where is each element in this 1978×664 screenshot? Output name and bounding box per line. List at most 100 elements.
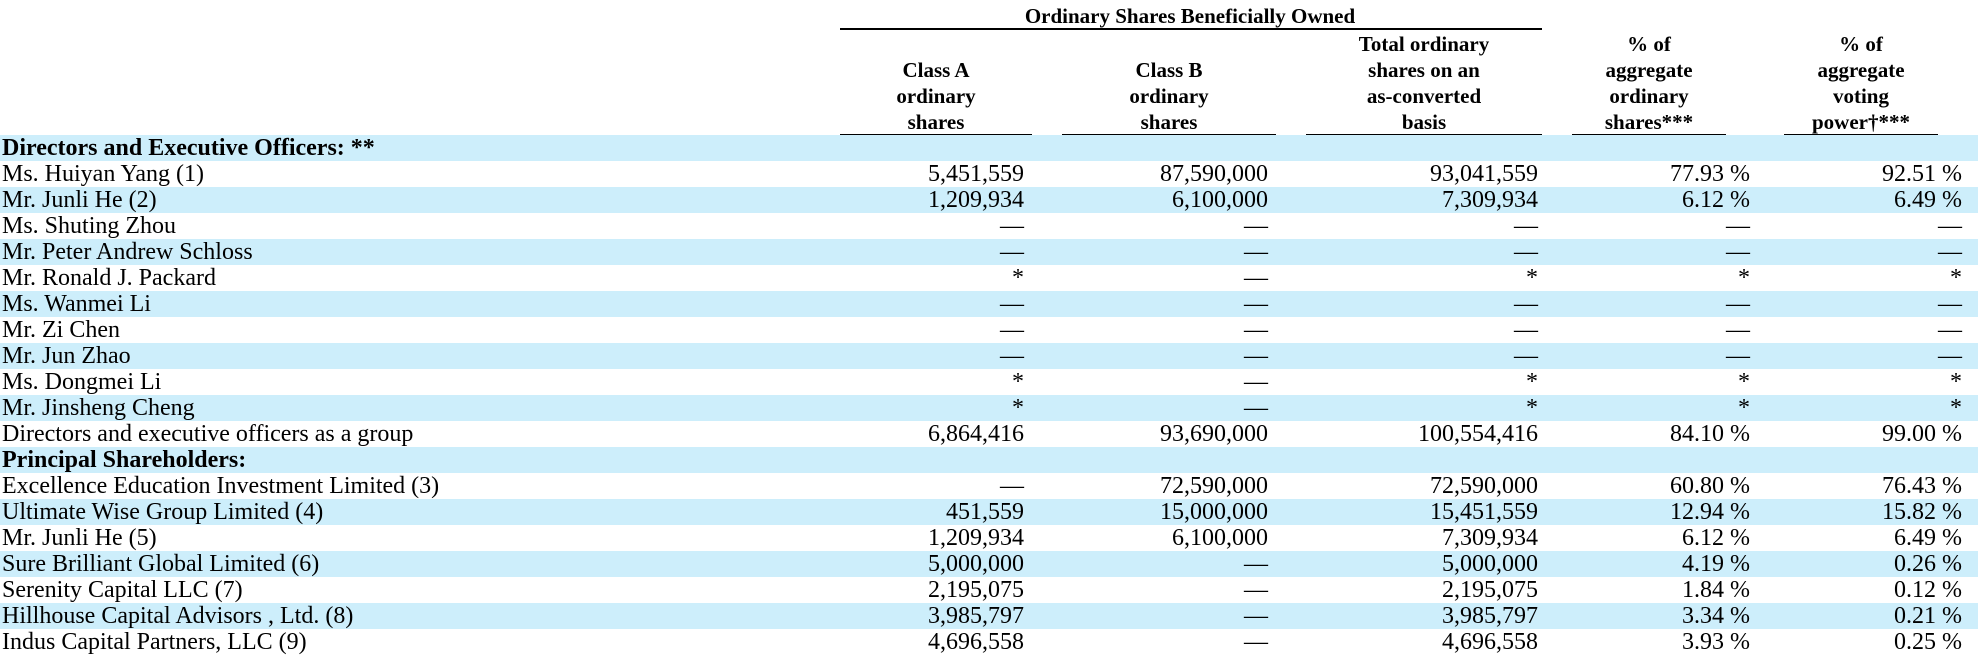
holder-name: Mr. Jinsheng Cheng (2, 395, 195, 421)
table-row: Mr. Junli He (2) 1,209,934 6,100,000 7,309,… (0, 187, 1978, 213)
class-b-cell: — (1244, 317, 1268, 343)
holder-name: Ms. Shuting Zhou (2, 213, 177, 239)
holder-name: Hillhouse Capital Advisors , Ltd. (8) (2, 603, 354, 629)
column-header-pct-ordinary: % of aggregate ordinary shares*** (1572, 28, 1726, 135)
section-title: Directors and Executive Officers: ** (2, 135, 375, 161)
class-a-cell: 451,559 (946, 499, 1024, 525)
pct-ordinary-cell: — (1726, 213, 1750, 239)
class-a-cell: 6,864,416 (928, 421, 1024, 447)
table-row: Mr. Ronald J. Packard * — * * * (0, 265, 1978, 291)
pct-ordinary-cell: — (1726, 317, 1750, 343)
total-shares-cell: 100,554,416 (1418, 421, 1538, 447)
pct-ordinary-cell: 1.84 % (1682, 577, 1750, 603)
total-shares-cell: 93,041,559 (1430, 161, 1538, 187)
table-row: Ms. Huiyan Yang (1) 5,451,559 87,590,000 93… (0, 161, 1978, 187)
class-a-cell: * (1012, 395, 1024, 421)
total-shares-cell: 2,195,075 (1442, 577, 1538, 603)
pct-ordinary-cell: — (1726, 239, 1750, 265)
pct-voting-cell: — (1938, 239, 1962, 265)
pct-ordinary-cell: 4.19 % (1682, 551, 1750, 577)
class-b-cell: — (1244, 369, 1268, 395)
table-row: Ms. Dongmei Li * — * * * (0, 369, 1978, 395)
column-header-label: Class A ordinary shares (896, 58, 976, 134)
class-b-cell: — (1244, 603, 1268, 629)
class-a-cell: — (1000, 239, 1024, 265)
pct-ordinary-cell: 77.93 % (1670, 161, 1750, 187)
table-row: Hillhouse Capital Advisors , Ltd. (8) 3,9… (0, 603, 1978, 629)
total-shares-cell: — (1514, 213, 1538, 239)
holder-name: Mr. Jun Zhao (2, 343, 131, 369)
total-shares-cell: 5,000,000 (1442, 551, 1538, 577)
pct-ordinary-cell: 12.94 % (1670, 499, 1750, 525)
class-b-cell: 72,590,000 (1160, 473, 1268, 499)
class-b-cell: 93,690,000 (1160, 421, 1268, 447)
group-header-rule (840, 28, 1542, 30)
class-a-cell: 1,209,934 (928, 525, 1024, 551)
holder-name: Ms. Huiyan Yang (1) (2, 161, 205, 187)
total-shares-cell: * (1526, 395, 1538, 421)
column-header-class-b: Class B ordinary shares (1062, 28, 1276, 135)
class-a-cell: — (1000, 317, 1024, 343)
pct-voting-cell: — (1938, 343, 1962, 369)
column-header-label: Total ordinary shares on an as-converted… (1358, 32, 1490, 134)
pct-voting-cell: 92.51 % (1882, 161, 1962, 187)
table-row: Mr. Peter Andrew Schloss — — — — — (0, 239, 1978, 265)
total-shares-cell: — (1514, 239, 1538, 265)
pct-ordinary-cell: 60.80 % (1670, 473, 1750, 499)
class-a-cell: — (1000, 291, 1024, 317)
class-b-cell: — (1244, 343, 1268, 369)
table-row: Ultimate Wise Group Limited (4) 451,559 15… (0, 499, 1978, 525)
pct-ordinary-cell: 6.12 % (1682, 187, 1750, 213)
table-row: Ms. Wanmei Li — — — — — (0, 291, 1978, 317)
pct-ordinary-cell: — (1726, 343, 1750, 369)
holder-name: Serenity Capital LLC (7) (2, 577, 243, 603)
total-shares-cell: 7,309,934 (1442, 525, 1538, 551)
pct-voting-cell: 6.49 % (1894, 187, 1962, 213)
column-header-label: % of aggregate voting power†*** (1812, 32, 1910, 134)
table-row: Indus Capital Partners, LLC (9) 4,696,558… (0, 629, 1978, 655)
class-a-cell: — (1000, 343, 1024, 369)
table-row: Serenity Capital LLC (7) 2,195,075 — 2,195,… (0, 577, 1978, 603)
class-b-cell: 15,000,000 (1160, 499, 1268, 525)
class-a-cell: — (1000, 473, 1024, 499)
pct-voting-cell: 76.43 % (1882, 473, 1962, 499)
column-header-total: Total ordinary shares on an as-converted… (1306, 28, 1542, 135)
pct-ordinary-cell: — (1726, 291, 1750, 317)
class-b-cell: — (1244, 577, 1268, 603)
class-b-cell: — (1244, 239, 1268, 265)
pct-voting-cell: — (1938, 291, 1962, 317)
pct-voting-cell: 0.12 % (1894, 577, 1962, 603)
class-b-cell: 6,100,000 (1172, 187, 1268, 213)
class-a-cell: — (1000, 213, 1024, 239)
class-b-cell: — (1244, 551, 1268, 577)
holder-name: Ms. Wanmei Li (2, 291, 151, 317)
total-shares-cell: * (1526, 265, 1538, 291)
table-row: Excellence Education Investment Limited … (0, 473, 1978, 499)
table-row: Directors and executive officers as a gr… (0, 421, 1978, 447)
table-row: Ms. Shuting Zhou — — — — — (0, 213, 1978, 239)
pct-ordinary-cell: 84.10 % (1670, 421, 1750, 447)
table-row: Mr. Zi Chen — — — — — (0, 317, 1978, 343)
total-shares-cell: — (1514, 317, 1538, 343)
pct-voting-cell: — (1938, 213, 1962, 239)
total-shares-cell: * (1526, 369, 1538, 395)
total-shares-cell: 72,590,000 (1430, 473, 1538, 499)
holder-name: Mr. Junli He (5) (2, 525, 157, 551)
pct-voting-cell: 15.82 % (1882, 499, 1962, 525)
section-header-row: Directors and Executive Officers: ** (0, 135, 1978, 161)
pct-ordinary-cell: 3.34 % (1682, 603, 1750, 629)
class-a-cell: 1,209,934 (928, 187, 1024, 213)
pct-voting-cell: * (1950, 265, 1962, 291)
class-a-cell: 2,195,075 (928, 577, 1024, 603)
total-shares-cell: 3,985,797 (1442, 603, 1538, 629)
total-shares-cell: 7,309,934 (1442, 187, 1538, 213)
class-b-cell: — (1244, 395, 1268, 421)
pct-voting-cell: 99.00 % (1882, 421, 1962, 447)
pct-ordinary-cell: 3.93 % (1682, 629, 1750, 655)
class-b-cell: — (1244, 265, 1268, 291)
class-b-cell: — (1244, 629, 1268, 655)
pct-ordinary-cell: * (1738, 395, 1750, 421)
class-a-cell: 3,985,797 (928, 603, 1024, 629)
section-title: Principal Shareholders: (2, 447, 247, 473)
total-shares-cell: 15,451,559 (1430, 499, 1538, 525)
